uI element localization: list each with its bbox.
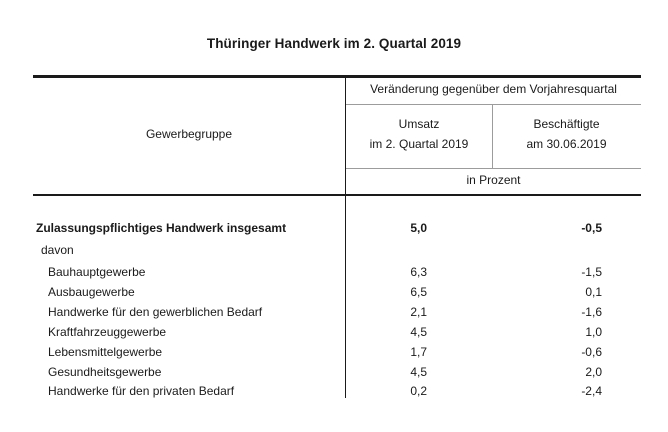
column-divider-light [492, 105, 493, 168]
table-row: Handwerke für den privaten Bedarf 0,2 -2… [33, 381, 641, 401]
beschaeftigte-value: -0,5 [581, 221, 602, 235]
umsatz-value: 5,0 [410, 221, 427, 235]
page-title: Thüringer Handwerk im 2. Quartal 2019 [206, 36, 462, 51]
table-top-border [33, 75, 641, 78]
table-row: Kraftfahrzeuggewerbe 4,5 1,0 [33, 322, 641, 342]
row-label: Handwerke für den privaten Bedarf [48, 384, 235, 398]
table-row-total: Zulassungspflichtiges Handwerk insgesamt… [33, 218, 641, 238]
row-label: Gesundheitsgewerbe [48, 365, 162, 379]
umsatz-value: 2,1 [410, 305, 427, 319]
umsatz-value: 4,5 [410, 325, 427, 339]
column-header-umsatz-line2: im 2. Quartal 2019 [369, 137, 469, 151]
umsatz-value: 1,7 [410, 345, 427, 359]
umsatz-value: 0,2 [410, 384, 427, 398]
beschaeftigte-value: -1,6 [581, 305, 602, 319]
beschaeftigte-value: 1,0 [585, 325, 602, 339]
column-header-umsatz-line1: Umsatz [398, 117, 440, 131]
row-header-gewerbegruppe: Gewerbegruppe [145, 127, 233, 141]
umsatz-value: 6,3 [410, 265, 427, 279]
table-row: Gesundheitsgewerbe 4,5 2,0 [33, 362, 641, 382]
header-rule-light-bottom [346, 168, 641, 169]
umsatz-value: 4,5 [410, 365, 427, 379]
column-group-header: Veränderung gegenüber dem Vorjahresquart… [370, 82, 617, 96]
column-header-umsatz: Umsatz im 2. Quartal 2019 [346, 114, 492, 154]
statistics-table: Veränderung gegenüber dem Vorjahresquart… [33, 75, 641, 398]
table-row: Lebensmittelgewerbe 1,7 -0,6 [33, 342, 641, 362]
column-header-beschaeftigte: Beschäftigte am 30.06.2019 [492, 114, 641, 154]
beschaeftigte-value: -0,6 [581, 345, 602, 359]
header-rule-light-top [346, 104, 641, 105]
beschaeftigte-value: -2,4 [581, 384, 602, 398]
row-label: Zulassungspflichtiges Handwerk insgesamt [36, 221, 287, 235]
header-bottom-border [33, 194, 641, 196]
column-divider-main [345, 75, 346, 398]
beschaeftigte-value: 2,0 [585, 365, 602, 379]
beschaeftigte-value: -1,5 [581, 265, 602, 279]
table-row: Ausbaugewerbe 6,5 0,1 [33, 282, 641, 302]
column-header-beschaeftigte-line1: Beschäftigte [533, 117, 600, 131]
beschaeftigte-value: 0,1 [585, 285, 602, 299]
table-row: Bauhauptgewerbe 6,3 -1,5 [33, 262, 641, 282]
row-label: davon [41, 243, 74, 257]
row-label: Ausbaugewerbe [48, 285, 135, 299]
column-header-beschaeftigte-line2: am 30.06.2019 [526, 137, 607, 151]
row-label: Bauhauptgewerbe [48, 265, 146, 279]
unit-header: in Prozent [466, 173, 521, 187]
row-label: Lebensmittelgewerbe [48, 345, 163, 359]
table-row-davon: davon [33, 240, 641, 260]
table-row: Handwerke für den gewerblichen Bedarf 2,… [33, 302, 641, 322]
row-label: Kraftfahrzeuggewerbe [48, 325, 167, 339]
row-label: Handwerke für den gewerblichen Bedarf [48, 305, 263, 319]
umsatz-value: 6,5 [410, 285, 427, 299]
